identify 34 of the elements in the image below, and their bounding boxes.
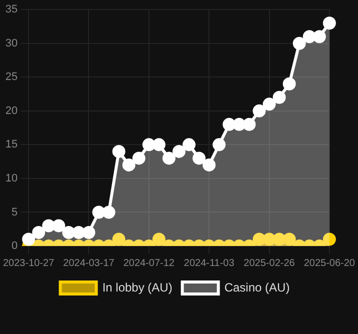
x-tick-label: 2025-02-26 bbox=[244, 258, 296, 269]
y-tick-label: 20 bbox=[5, 104, 18, 117]
point bbox=[252, 104, 266, 118]
point bbox=[152, 138, 166, 152]
point bbox=[142, 138, 156, 152]
x-tick-label: 2024-03-17 bbox=[63, 258, 115, 269]
point bbox=[242, 118, 256, 131]
y-tick-label: 35 bbox=[5, 4, 18, 16]
point bbox=[122, 158, 136, 172]
point bbox=[112, 144, 126, 158]
point bbox=[182, 138, 196, 152]
point bbox=[272, 90, 286, 104]
legend-label: In lobby (AU) bbox=[102, 280, 172, 294]
point bbox=[132, 152, 146, 165]
point bbox=[262, 98, 276, 111]
y-tick-label: 10 bbox=[5, 172, 18, 184]
point bbox=[212, 138, 226, 152]
y-tick-label: 30 bbox=[5, 37, 18, 50]
point bbox=[202, 158, 216, 172]
point bbox=[172, 144, 186, 158]
y-tick-label: 15 bbox=[5, 138, 18, 151]
y-tick-label: 25 bbox=[5, 71, 18, 84]
y-tick-label: 0 bbox=[11, 240, 18, 252]
x-tick-label: 2023-10-27 bbox=[3, 258, 55, 269]
x-tick-label: 2024-07-12 bbox=[123, 258, 175, 269]
point bbox=[192, 152, 206, 165]
point bbox=[222, 118, 236, 131]
legend-label: Casino (AU) bbox=[224, 280, 290, 294]
point bbox=[232, 118, 246, 131]
x-tick-label: 2025-06-20 bbox=[304, 258, 356, 269]
point bbox=[162, 152, 176, 165]
point bbox=[282, 77, 296, 90]
x-tick-label: 2024-11-03 bbox=[184, 258, 235, 269]
y-tick-label: 5 bbox=[11, 206, 18, 218]
